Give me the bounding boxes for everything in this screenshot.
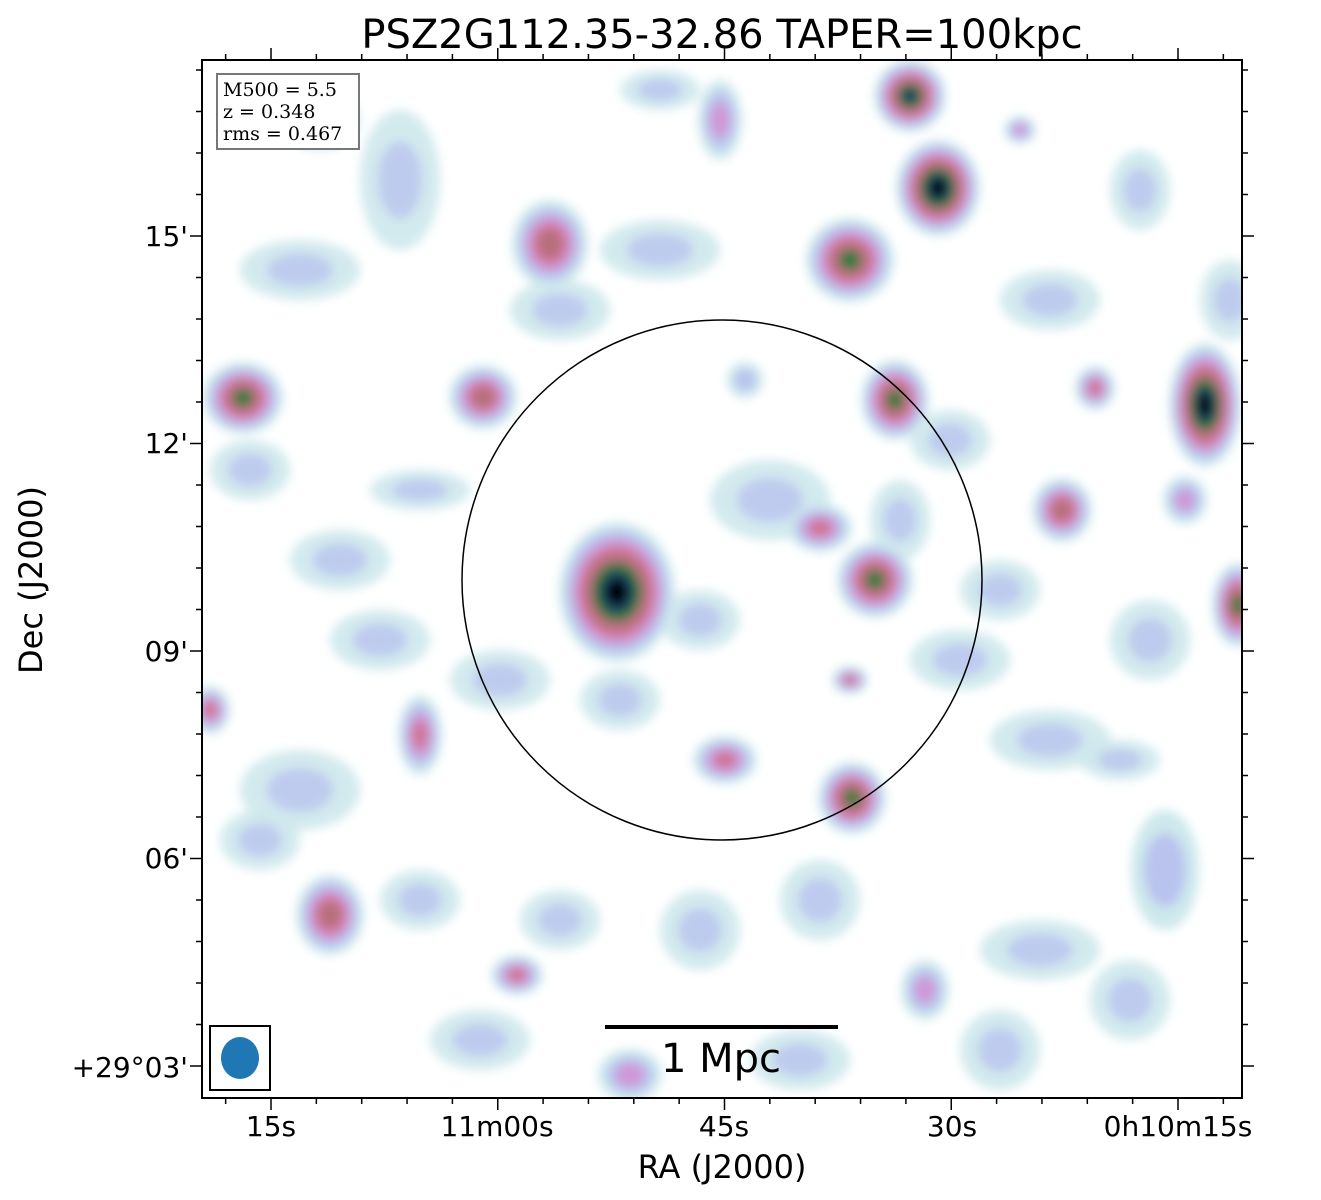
figure-title: PSZ2G112.35-32.86 TAPER=100kpc [361,12,1082,58]
axis-ticks [190,48,1254,1110]
emission-map [202,60,1242,1098]
scale-bar: 1 Mpc [605,1025,838,1082]
y-tick-label: 15' [145,220,188,253]
y-axis-label: Dec (J2000) [12,486,50,674]
info-box: M500 = 5.5 z = 0.348 rms = 0.467 [216,73,360,150]
plot-frame [201,59,1243,1099]
m500-text: M500 = 5.5 [223,79,337,101]
image-area [202,60,1242,1098]
rms-text: rms = 0.467 [223,123,342,145]
y-tick-label: 09' [145,635,188,668]
y-tick-label: 06' [145,842,188,875]
x-tick-label: 30s [927,1110,977,1143]
beam-ellipse [221,1037,259,1079]
r500-circle [461,319,983,841]
scale-bar-label: 1 Mpc [661,1036,781,1082]
x-tick-label: 45s [699,1110,749,1143]
x-tick-label: 11m00s [440,1110,553,1143]
beam-box [209,1025,271,1091]
y-tick-label: 12' [145,427,188,460]
x-tick-label: 0h10m15s [1104,1110,1253,1143]
y-tick-label: +29°03' [72,1051,188,1084]
x-tick-label: 15s [246,1110,296,1143]
x-axis-label: RA (J2000) [638,1148,807,1186]
redshift-text: z = 0.348 [223,101,315,123]
